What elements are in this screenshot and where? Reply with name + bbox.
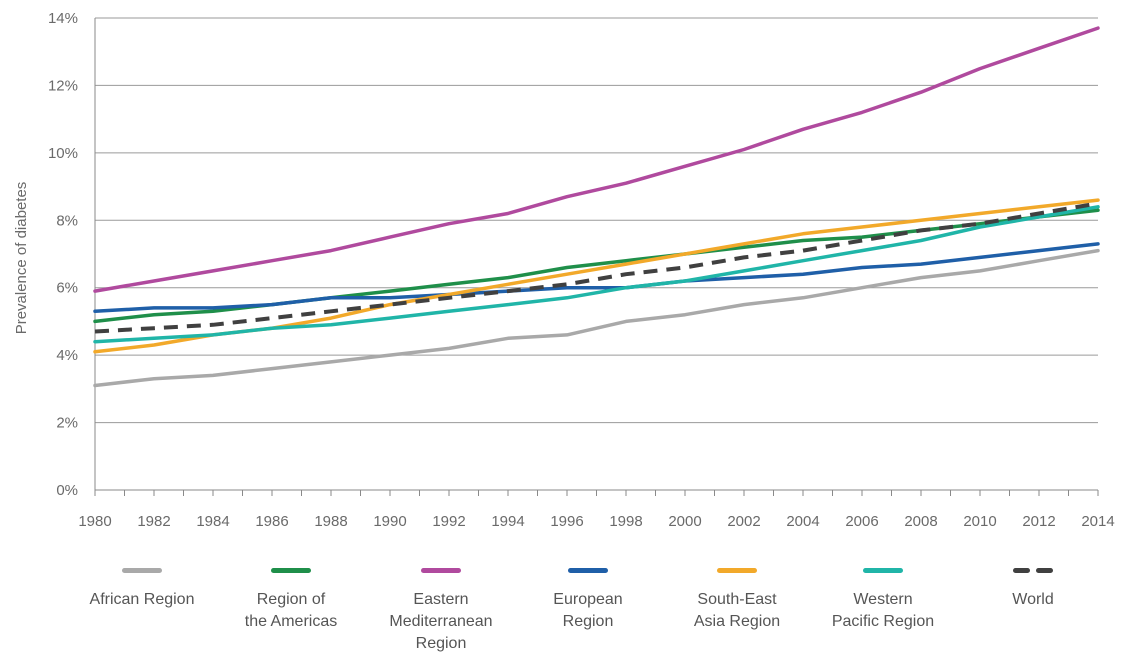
legend-item: Western Pacific Region: [803, 560, 963, 633]
y-tick-label: 10%: [48, 145, 78, 162]
series-line-european-region: [93, 242, 1100, 314]
x-tick-label: 2006: [845, 513, 878, 530]
legend-swatch: [568, 568, 608, 573]
x-tick-label: 1982: [137, 513, 170, 530]
y-tick-label: 12%: [48, 77, 78, 94]
x-tick-label: 1990: [373, 513, 406, 530]
legend-item: African Region: [62, 560, 222, 611]
x-tick-label: 1980: [78, 513, 111, 530]
x-tick-label: 2002: [727, 513, 760, 530]
legend-swatch: [122, 568, 162, 573]
y-axis-ticks: 0% 2% 4% 6% 8% 10% 12% 14%: [48, 10, 78, 499]
legend-label: Eastern Mediterranean Region: [389, 591, 493, 652]
x-tick-label: 2012: [1022, 513, 1055, 530]
x-tick-label: 2000: [668, 513, 701, 530]
line-chart: 0% 2% 4% 6% 8% 10% 12% 14% 1980 1982 1984 1986 1988…: [13, 10, 1115, 530]
legend-item: World: [953, 560, 1113, 611]
y-tick-label: 4%: [56, 347, 78, 364]
y-tick-label: 0%: [56, 482, 78, 499]
legend-label: Region of the Americas: [244, 591, 338, 630]
x-tick-label: 1998: [609, 513, 642, 530]
legend-item: European Region: [508, 560, 668, 633]
y-tick-label: 14%: [48, 10, 78, 27]
x-tick-label: 1984: [196, 513, 229, 530]
x-tick-label: 2014: [1081, 513, 1114, 530]
legend-swatch: [717, 568, 757, 573]
legend-item: Region of the Americas: [211, 560, 371, 633]
x-tick-label: 1986: [255, 513, 288, 530]
x-tick-label: 1994: [491, 513, 524, 530]
legend: African Region Region of the Americas East…: [0, 560, 1122, 657]
legend-item: South-East Asia Region: [657, 560, 817, 633]
legend-swatch: [271, 568, 311, 573]
legend-label: South-East Asia Region: [693, 591, 781, 630]
series-line-eastern-mediterranean-region: [93, 26, 1100, 293]
legend-label: World: [1012, 591, 1054, 608]
y-tick-label: 2%: [56, 415, 78, 432]
grid-lines: [94, 17, 1098, 491]
series-lines: [93, 26, 1100, 388]
legend-label: European Region: [553, 591, 623, 630]
legend-swatch: [863, 568, 903, 573]
x-axis: 1980 1982 1984 1986 1988 1990 1992 1994 1996 1998…: [78, 490, 1115, 530]
y-axis-label: Prevalence of diabetes: [13, 182, 30, 335]
x-tick-label: 1996: [550, 513, 583, 530]
x-tick-label: 2004: [786, 513, 819, 530]
legend-label: African Region: [89, 591, 195, 608]
x-tick-label: 1992: [432, 513, 465, 530]
y-tick-label: 6%: [56, 280, 78, 297]
x-tick-label: 2008: [904, 513, 937, 530]
x-tick-label: 1988: [314, 513, 347, 530]
legend-item: Eastern Mediterranean Region: [361, 560, 521, 655]
series-line-western-pacific-region: [93, 205, 1100, 344]
legend-swatch: [421, 568, 461, 573]
legend-swatch: [1013, 568, 1053, 573]
legend-label: Western Pacific Region: [831, 591, 935, 630]
series-line-african-region: [93, 248, 1100, 388]
x-tick-label: 2010: [963, 513, 996, 530]
series-line-world: [94, 201, 1099, 334]
y-tick-label: 8%: [56, 212, 78, 229]
